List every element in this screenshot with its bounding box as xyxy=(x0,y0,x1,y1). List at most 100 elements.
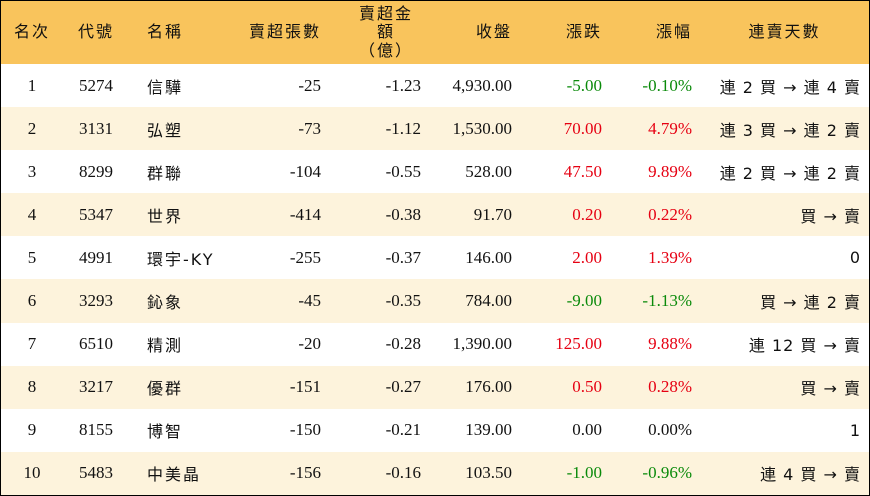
streak-cell: 連 4 買 → 賣 xyxy=(760,465,861,485)
table-row[interactable]: 6 3293 鈊象 -45 -0.35 784.00 -9.00 -1.13% … xyxy=(1,279,869,323)
streak-cell: 買 → 連 2 賣 xyxy=(760,293,861,313)
change-cell: 2.00 xyxy=(572,247,602,267)
close-cell: 103.50 xyxy=(465,463,512,483)
rank-cell: 10 xyxy=(23,463,41,483)
code-cell: 8299 xyxy=(79,161,113,181)
code-cell: 6510 xyxy=(79,334,113,354)
net-amount-header-line2: （億） xyxy=(358,40,413,60)
change-pct-cell: 9.88% xyxy=(648,334,692,354)
code-cell: 5274 xyxy=(79,75,113,95)
close-cell: 4,930.00 xyxy=(452,75,513,95)
code-cell: 3293 xyxy=(79,291,113,311)
change-pct-cell: -0.96% xyxy=(642,463,692,483)
close-cell: 1,390.00 xyxy=(452,334,513,354)
change-cell: 0.00 xyxy=(572,420,602,440)
net-amount-cell: -0.38 xyxy=(385,204,421,224)
table-row[interactable]: 9 8155 博智 -150 -0.21 139.00 0.00 0.00% 1 xyxy=(1,408,869,452)
name-cell: 博智 xyxy=(147,422,184,442)
change-cell: 125.00 xyxy=(555,334,602,354)
net-amount-cell: -0.28 xyxy=(385,334,421,354)
table-row[interactable]: 3 8299 群聯 -104 -0.55 528.00 47.50 9.89% … xyxy=(1,150,869,194)
rank-cell: 2 xyxy=(27,118,37,138)
table-body: 1 5274 信驊 -25 -1.23 4,930.00 -5.00 -0.10… xyxy=(1,64,869,495)
close-cell: 528.00 xyxy=(465,161,512,181)
change-cell: -9.00 xyxy=(566,291,602,311)
code-cell: 5347 xyxy=(79,204,113,224)
change-pct-cell: -0.10% xyxy=(642,75,692,95)
net-lots-header[interactable]: 賣超張數 xyxy=(248,22,321,42)
name-cell: 中美晶 xyxy=(147,465,202,485)
change-pct-cell: 9.89% xyxy=(648,161,692,181)
change-cell: 70.00 xyxy=(563,118,602,138)
net-amount-cell: -0.21 xyxy=(385,420,421,440)
header-row: 名次 代號 名稱 賣超張數 賣超金額 （億） 收盤 漲跌 漲幅 連賣天數 xyxy=(1,1,869,64)
streak-cell: 連 3 買 → 連 2 賣 xyxy=(719,120,861,140)
net-amount-cell: -0.35 xyxy=(385,291,421,311)
table-row[interactable]: 4 5347 世界 -414 -0.38 91.70 0.20 0.22% 買 … xyxy=(1,193,869,237)
change-pct-cell: 0.28% xyxy=(648,377,692,397)
change-pct-cell: 0.22% xyxy=(648,204,692,224)
net-lots-cell: -25 xyxy=(298,75,321,95)
rank-cell: 6 xyxy=(27,291,37,311)
table-row[interactable]: 10 5483 中美晶 -156 -0.16 103.50 -1.00 -0.9… xyxy=(1,451,869,495)
change-pct-cell: 0.00% xyxy=(648,420,692,440)
net-amount-cell: -0.37 xyxy=(385,247,421,267)
net-amount-header[interactable]: 賣超金額 （億） xyxy=(329,1,429,64)
rank-cell: 7 xyxy=(27,334,37,354)
name-cell: 環宇-KY xyxy=(147,249,215,269)
name-cell: 優群 xyxy=(147,379,184,399)
table-row[interactable]: 7 6510 精測 -20 -0.28 1,390.00 125.00 9.88… xyxy=(1,322,869,366)
streak-cell: 連 2 買 → 連 4 賣 xyxy=(719,77,861,97)
rank-cell: 3 xyxy=(27,161,37,181)
name-cell: 弘塑 xyxy=(147,120,184,140)
name-cell: 群聯 xyxy=(147,163,184,183)
rank-cell: 9 xyxy=(27,420,37,440)
name-cell: 信驊 xyxy=(147,77,184,97)
name-cell: 世界 xyxy=(147,206,184,226)
streak-cell: 買 → 賣 xyxy=(800,379,861,399)
net-amount-cell: -0.27 xyxy=(385,377,421,397)
net-lots-cell: -104 xyxy=(289,161,321,181)
change-cell: 47.50 xyxy=(563,161,602,181)
streak-cell: 0 xyxy=(849,248,861,268)
close-cell: 1,530.00 xyxy=(452,118,513,138)
net-lots-cell: -414 xyxy=(289,204,321,224)
streak-cell: 1 xyxy=(849,420,861,440)
change-header[interactable]: 漲跌 xyxy=(565,22,602,42)
net-lots-cell: -156 xyxy=(289,463,321,483)
streak-header[interactable]: 連賣天數 xyxy=(748,22,821,42)
change-pct-cell: 1.39% xyxy=(648,247,692,267)
net-lots-cell: -255 xyxy=(289,247,321,267)
name-cell: 鈊象 xyxy=(147,293,184,313)
name-header[interactable]: 名稱 xyxy=(147,22,184,42)
net-lots-cell: -45 xyxy=(298,291,321,311)
table-row[interactable]: 5 4991 環宇-KY -255 -0.37 146.00 2.00 1.39… xyxy=(1,236,869,280)
streak-cell: 連 12 買 → 賣 xyxy=(748,336,861,356)
table-row[interactable]: 8 3217 優群 -151 -0.27 176.00 0.50 0.28% 買… xyxy=(1,365,869,409)
change-pct-cell: 4.79% xyxy=(648,118,692,138)
close-cell: 146.00 xyxy=(465,247,512,267)
close-cell: 91.70 xyxy=(473,204,512,224)
streak-cell: 買 → 賣 xyxy=(800,206,861,226)
streak-cell: 連 2 買 → 連 2 賣 xyxy=(719,163,861,183)
table-row[interactable]: 1 5274 信驊 -25 -1.23 4,930.00 -5.00 -0.10… xyxy=(1,64,869,108)
net-amount-header-line1: 賣超金額 xyxy=(358,3,413,42)
net-amount-cell: -0.55 xyxy=(385,161,421,181)
net-amount-cell: -1.12 xyxy=(385,118,421,138)
rank-cell: 4 xyxy=(27,204,37,224)
change-cell: 0.50 xyxy=(572,377,602,397)
change-pct-header[interactable]: 漲幅 xyxy=(655,22,692,42)
net-amount-cell: -0.16 xyxy=(385,463,421,483)
code-cell: 8155 xyxy=(79,420,113,440)
table-row[interactable]: 2 3131 弘塑 -73 -1.12 1,530.00 70.00 4.79%… xyxy=(1,107,869,151)
code-cell: 3217 xyxy=(79,377,113,397)
close-cell: 139.00 xyxy=(465,420,512,440)
rank-header[interactable]: 名次 xyxy=(13,22,50,42)
change-cell: -1.00 xyxy=(566,463,602,483)
code-header[interactable]: 代號 xyxy=(77,22,114,42)
change-cell: -5.00 xyxy=(566,75,602,95)
close-header[interactable]: 收盤 xyxy=(475,22,512,42)
net-lots-cell: -151 xyxy=(289,377,321,397)
